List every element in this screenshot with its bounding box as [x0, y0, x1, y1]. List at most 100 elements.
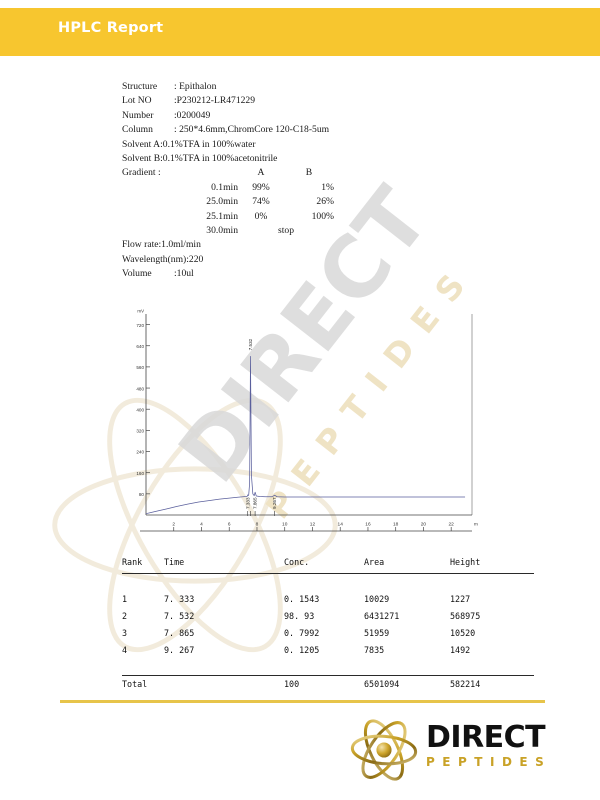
cell-rank: 2 [122, 610, 128, 621]
x-tick-label: 12 [310, 522, 316, 528]
table-row: 3 7. 865 0. 7992 51959 10520 [122, 624, 534, 641]
cell-time: 9. 267 [164, 644, 195, 655]
signal-trace [145, 355, 466, 515]
info-value-lot: :P230212-LR471229 [174, 95, 256, 107]
info-row-structure: Structure : Epithalon [122, 80, 482, 94]
gradient-label: Gradient : [122, 167, 161, 179]
peak-label: 7.333 [245, 497, 250, 509]
footer-divider [60, 700, 545, 703]
cell-conc: 0. 1205 [284, 644, 320, 655]
cell-time: 7. 333 [164, 593, 195, 604]
info-row-number: Number :0200049 [122, 109, 482, 123]
gradient-a: 99% [252, 181, 270, 193]
table-row: 2 7. 532 98. 93 6431271 568975 [122, 607, 534, 624]
cell-area: 10029 [364, 593, 390, 604]
table-total-row: Total 100 6501094 582214 [122, 674, 534, 692]
column-header-rank: Rank [122, 557, 143, 568]
y-tick-label: 320 [136, 429, 144, 434]
info-row-column: Column: 250*4.6mm,ChromCore 120-C18-5um [122, 123, 482, 137]
cell-conc: 98. 93 [284, 610, 315, 621]
x-tick-label: 16 [365, 522, 371, 528]
cell-total-conc: 100 [284, 674, 364, 692]
y-tick-label: 80 [139, 492, 145, 497]
y-axis-label: mV [137, 309, 144, 314]
gradient-row: 0.1min 99% 1% [122, 181, 482, 195]
x-tick-label: 10 [282, 522, 288, 528]
gradient-header-row: Gradient : A B [122, 166, 482, 180]
peak-label: 7.865 [253, 497, 258, 509]
logo-text: DIRECT PEPTIDES [426, 720, 551, 770]
cell-time: 7. 865 [164, 627, 195, 638]
chromatogram-plot: 80 160 240 320 400 480 560 640 720 mV 2 4 6 8 10 12 14 16… [136, 309, 478, 532]
cell-total-area: 6501094 [364, 674, 450, 692]
gradient-a: 0% [254, 210, 268, 222]
cell-rank: 4 [122, 644, 128, 655]
table-row: 4 9. 267 0. 1205 7835 1492 [122, 641, 534, 658]
x-tick-label: 4 [200, 522, 203, 528]
gradient-stop-row: 30.0min stop [122, 224, 482, 238]
gradient-row: 25.0min 74% 26% [122, 195, 482, 209]
info-label-number: Number [122, 109, 154, 121]
x-tick-label: 2 [172, 522, 175, 528]
table-row: 1 7. 333 0. 1543 10029 1227 [122, 590, 534, 607]
table-header-row: Rank Time Conc. Area Height [122, 556, 534, 573]
cell-height: 1227 [450, 593, 471, 604]
info-value-volume: :10ul [174, 268, 194, 280]
gradient-stop-text: stop [278, 225, 294, 237]
cell-area: 6431271 [364, 610, 400, 621]
y-tick-label: 480 [136, 386, 144, 391]
info-row-volume: Volume :10ul [122, 267, 482, 281]
logo-primary-text: DIRECT [426, 720, 546, 755]
info-value-number: :0200049 [174, 109, 211, 121]
gradient-b: 100% [311, 210, 334, 222]
column-header-area: Area [364, 557, 385, 568]
info-label-lot: Lot NO [122, 95, 152, 107]
x-tick-label: 6 [228, 522, 231, 528]
y-tick-label: 720 [136, 323, 144, 328]
gradient-header-b: B [305, 167, 313, 179]
column-header-height: Height [450, 557, 481, 568]
column-header-time: Time [164, 557, 185, 568]
info-row-flow-rate: Flow rate:1.0ml/min [122, 239, 201, 251]
y-tick-label: 640 [136, 344, 144, 349]
x-axis-label: min [474, 522, 478, 527]
brand-logo: DIRECT PEPTIDES [348, 712, 548, 788]
cell-total-label: Total [122, 674, 164, 692]
cell-total-time [164, 674, 284, 692]
info-label-volume: Volume [122, 268, 152, 280]
x-tick-label: 18 [393, 522, 399, 528]
atom-icon [350, 719, 418, 781]
gradient-time: 25.1min [206, 210, 238, 222]
results-table: Rank Time Conc. Area Height 1 7. 333 0. … [122, 556, 534, 692]
table-spacer [122, 573, 534, 590]
y-tick-label: 240 [136, 450, 144, 455]
cell-area: 7835 [364, 644, 385, 655]
peak-label: 7.532 [248, 338, 253, 350]
cell-total-height: 582214 [450, 674, 534, 692]
column-header-conc: Conc. [284, 557, 310, 568]
info-row-wavelength: Wavelength(nm):220 [122, 253, 204, 265]
page-title: HPLC Report [58, 20, 164, 36]
sample-info-block: Structure : Epithalon Lot NO :P230212-LR47… [122, 80, 482, 282]
peak-label: 9.267 [272, 497, 277, 509]
cell-conc: 0. 7992 [284, 627, 320, 638]
table-spacer [122, 658, 534, 675]
gradient-b: 1% [321, 181, 334, 193]
gradient-stop-time: 30.0min [206, 225, 238, 237]
gradient-row: 25.1min 0% 100% [122, 210, 482, 224]
cell-rank: 1 [122, 593, 128, 604]
y-tick-label: 160 [136, 471, 144, 476]
cell-time: 7. 532 [164, 610, 195, 621]
chromatogram: 80 160 240 320 400 480 560 640 720 mV 2 4 6 8 10 12 14 16… [122, 302, 478, 542]
cell-rank: 3 [122, 627, 128, 638]
cell-height: 568975 [450, 610, 481, 621]
y-tick-label: 400 [136, 407, 144, 412]
cell-area: 51959 [364, 627, 390, 638]
x-tick-label: 8 [256, 522, 259, 528]
gradient-time: 25.0min [206, 196, 238, 208]
gradient-a: 74% [252, 196, 270, 208]
info-label-structure: Structure [122, 81, 158, 92]
info-value-structure: : Epithalon [174, 81, 217, 92]
cell-height: 10520 [450, 627, 476, 638]
